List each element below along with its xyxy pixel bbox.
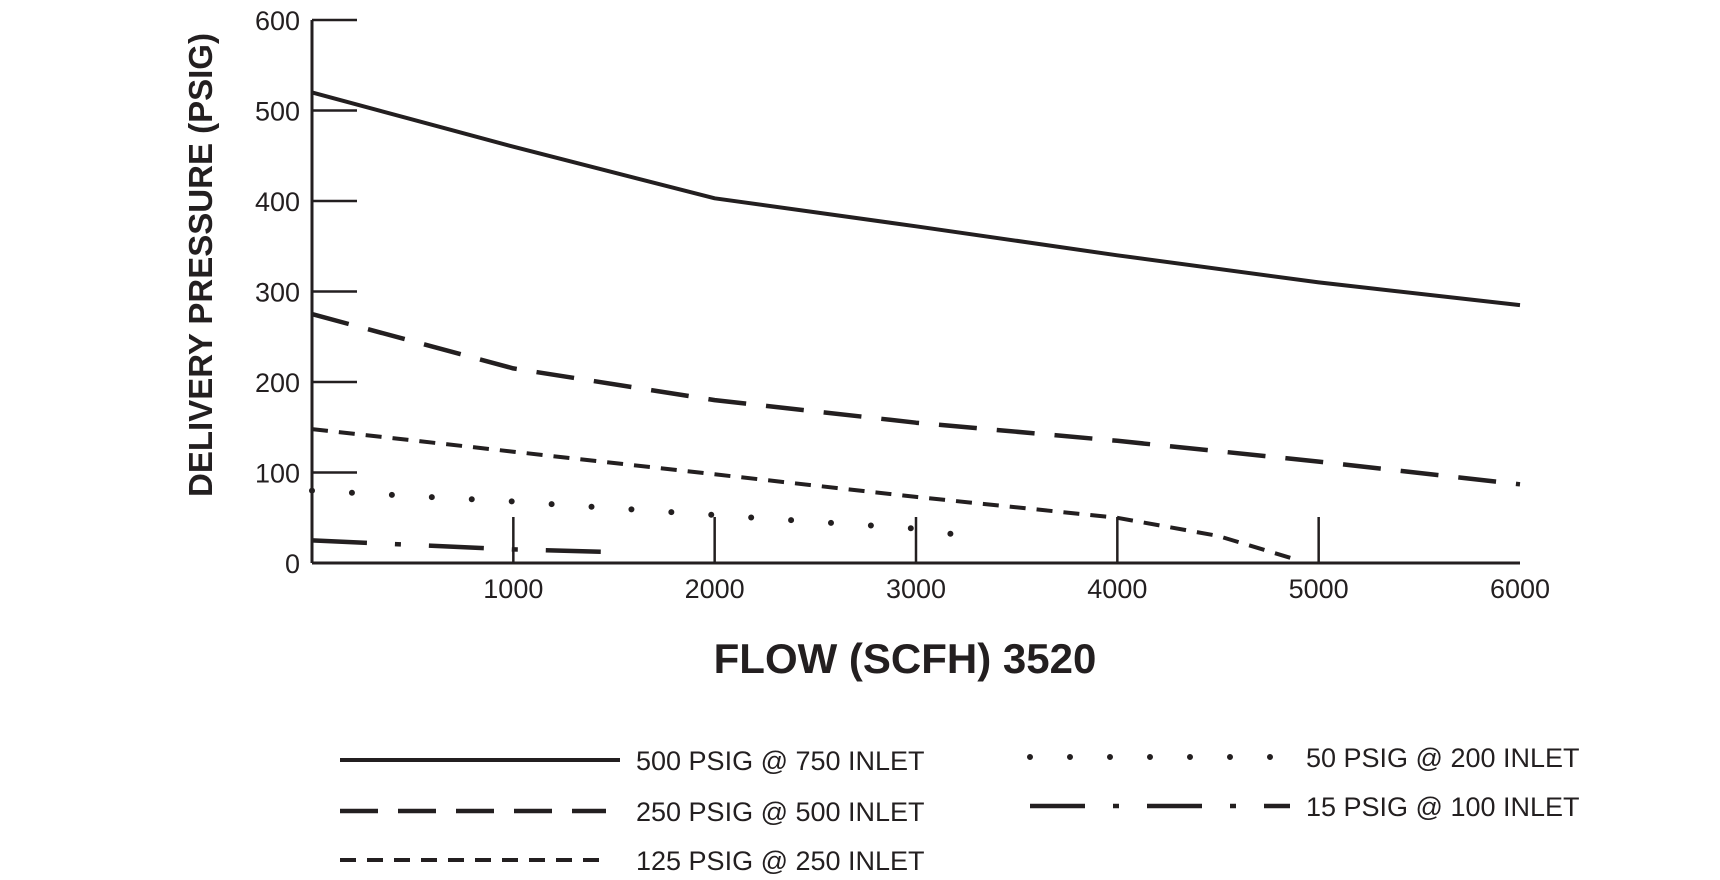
legend-item: 15 PSIG @ 100 INLET (1030, 792, 1580, 822)
legend-label: 250 PSIG @ 500 INLET (636, 797, 925, 827)
x-tick-label: 2000 (685, 574, 745, 604)
legend-label: 125 PSIG @ 250 INLET (636, 846, 925, 876)
y-tick-label: 500 (255, 97, 300, 127)
series-line-1 (311, 90, 1521, 308)
series-lines (309, 90, 1521, 563)
y-tick-label: 600 (255, 6, 300, 36)
series-line-4 (309, 487, 980, 541)
series-line-2 (311, 311, 1521, 487)
legend-label: 15 PSIG @ 100 INLET (1306, 792, 1580, 822)
series-line-3 (311, 427, 1300, 563)
x-axis-title: FLOW (SCFH) 3520 (714, 635, 1097, 682)
x-tick-label: 6000 (1490, 574, 1550, 604)
y-axis-title: DELIVERY PRESSURE (PSIG) (182, 33, 219, 497)
legend-item: 500 PSIG @ 750 INLET (340, 746, 925, 776)
series-line-5 (311, 538, 615, 555)
y-tick-label: 100 (255, 459, 300, 489)
y-tick-label: 200 (255, 368, 300, 398)
y-tick-label: 300 (255, 278, 300, 308)
legend-item: 50 PSIG @ 200 INLET (1027, 743, 1580, 773)
legend: 500 PSIG @ 750 INLET 250 PSIG @ 500 INLET… (340, 743, 1580, 876)
legend-item: 125 PSIG @ 250 INLET (340, 846, 925, 876)
y-tick-label: 0 (285, 549, 300, 579)
legend-label: 50 PSIG @ 200 INLET (1306, 743, 1580, 773)
x-tick-label: 3000 (886, 574, 946, 604)
x-tick-label: 4000 (1087, 574, 1147, 604)
legend-label: 500 PSIG @ 750 INLET (636, 746, 925, 776)
legend-item: 250 PSIG @ 500 INLET (340, 797, 925, 827)
y-tick-label: 400 (255, 187, 300, 217)
x-tick-label: 1000 (483, 574, 543, 604)
axes: 0 100 200 300 400 500 600 1000 2000 3000 4000 5000 6… (255, 6, 1550, 604)
x-tick-label: 5000 (1289, 574, 1349, 604)
